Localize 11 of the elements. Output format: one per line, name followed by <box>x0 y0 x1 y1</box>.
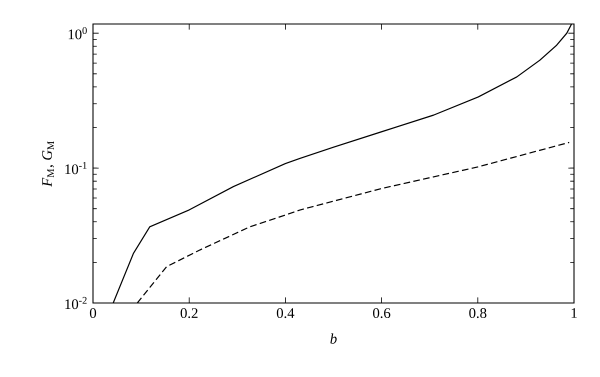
y-tick-label: 10$^{0}$ <box>68 27 87 40</box>
y-axis-title: F$_{M}$, G$_{M}$ <box>42 141 54 187</box>
y-tick-label: 10$^{-2}$ <box>65 296 87 310</box>
x-tick-label: 0 <box>90 308 96 318</box>
y-tick-label: 10$^{-1}$ <box>65 162 87 174</box>
x-tick-label: 0.8 <box>469 308 486 318</box>
x-tick-label: 1 <box>572 308 577 318</box>
x-tick-label: 0.6 <box>373 308 390 318</box>
x-tick-label: 0.4 <box>276 308 294 318</box>
x-tick-label: 0.2 <box>180 308 198 318</box>
x-axis-title: b <box>330 333 337 344</box>
